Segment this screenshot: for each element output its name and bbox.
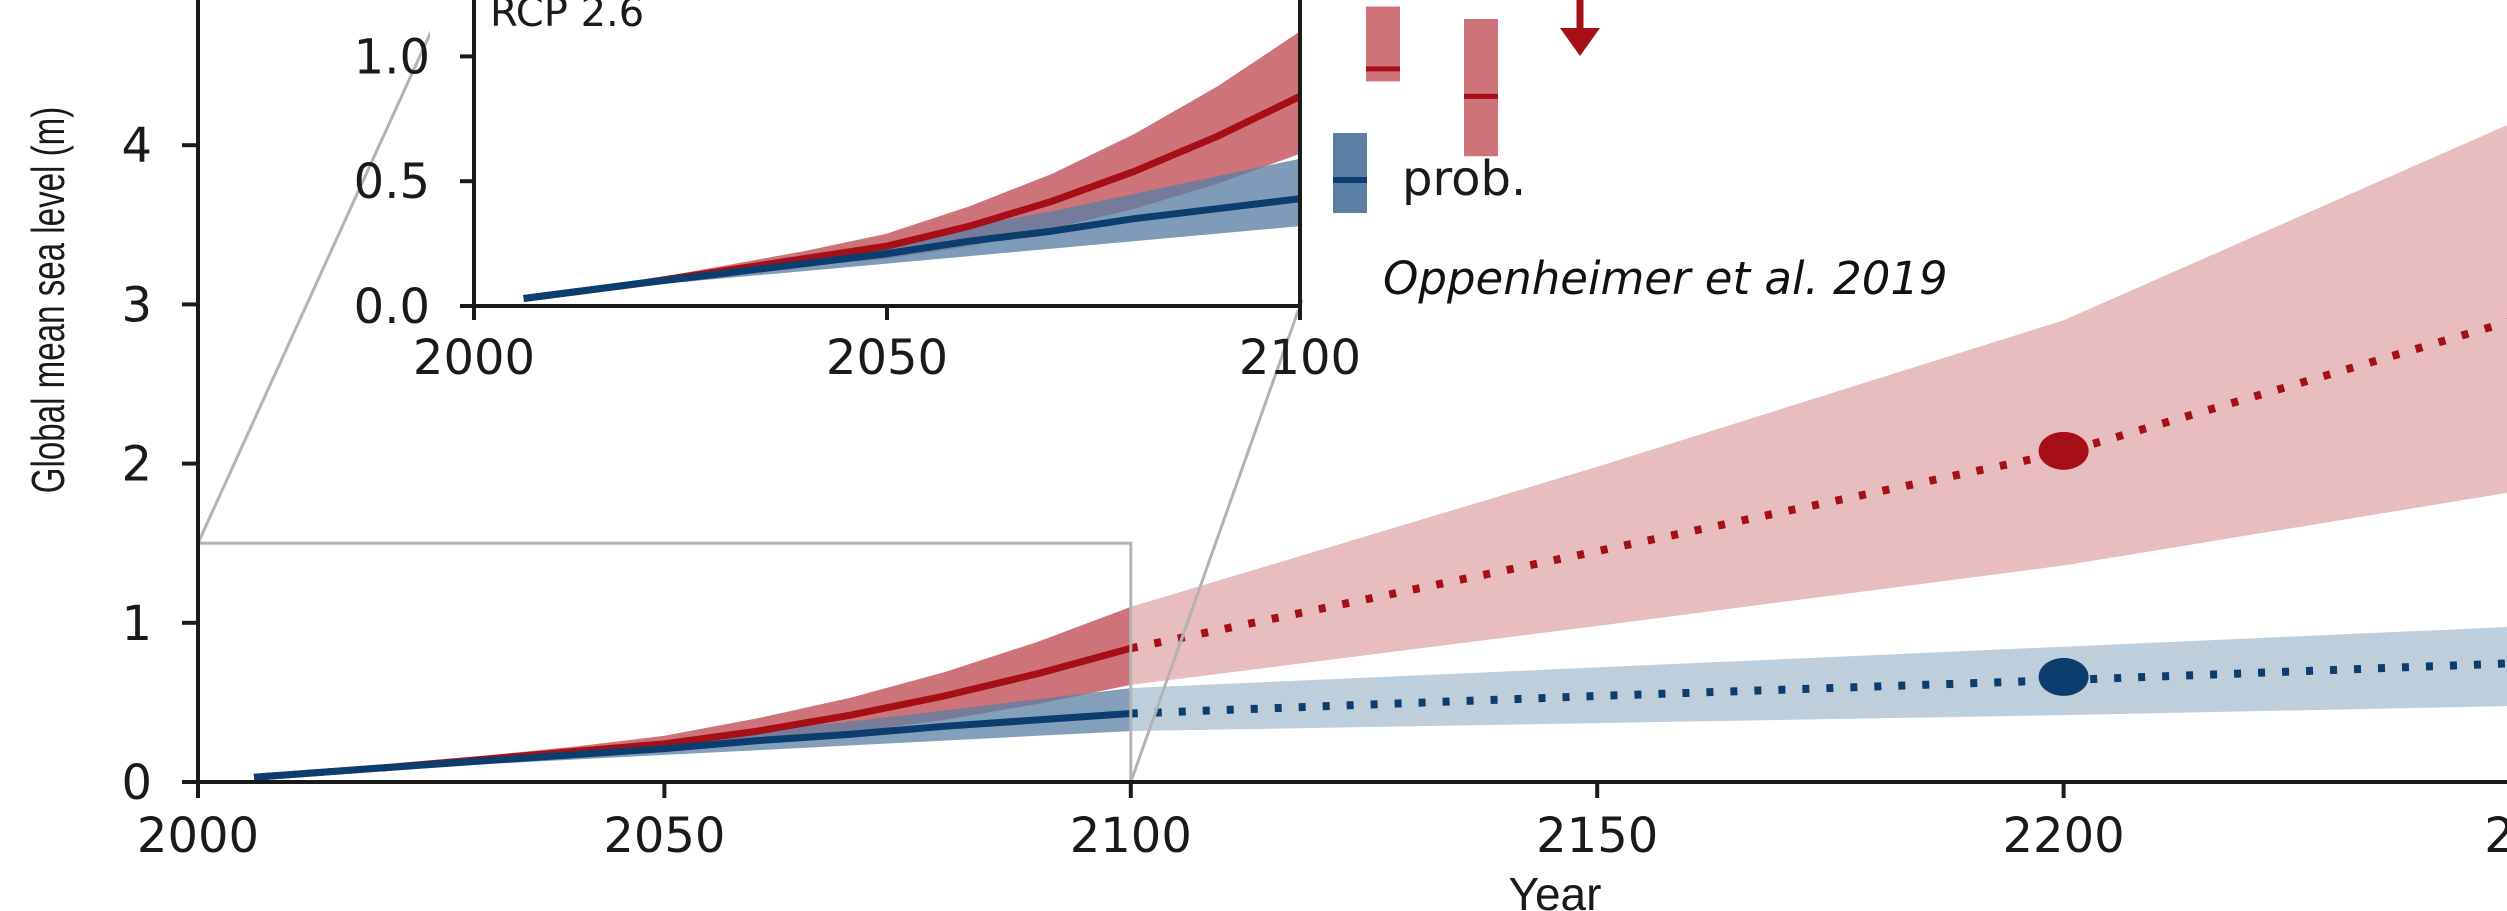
side-ranges bbox=[1366, 6, 1498, 157]
rcp26-median-line bbox=[253, 710, 1132, 781]
main-plot: 2000205021002150220022501234 Global mean… bbox=[24, 0, 2507, 911]
x-axis-title: Year bbox=[1509, 868, 1602, 911]
inset-lines bbox=[523, 93, 1302, 302]
rcp85-extension-band bbox=[1130, 125, 2507, 685]
inset-y-tick-label: 1.0 bbox=[354, 29, 430, 85]
inset-y-tick-label: 0.5 bbox=[354, 154, 430, 210]
inset-series-label: RCP 2.6 bbox=[490, 0, 644, 36]
rcp26-inset-band bbox=[523, 158, 1300, 299]
main-y-tick-label: 1 bbox=[121, 596, 152, 652]
rcp85-2200-marker bbox=[2038, 431, 2089, 470]
main-markers bbox=[2038, 431, 2089, 696]
main-x-tick-label: 2150 bbox=[1536, 808, 1658, 864]
zoom-guide-right bbox=[1129, 299, 1304, 783]
rcp26-extension-band bbox=[1130, 627, 2507, 732]
down-arrow-head bbox=[1560, 28, 1600, 56]
inset-axes: 2000 2050 2100 0.0 0.5 1.0 bbox=[354, 0, 1361, 386]
zoom-guide-left bbox=[196, 0, 448, 544]
inset-x-tick-label: 2100 bbox=[1239, 330, 1361, 386]
rcp26-inset-median-line bbox=[523, 195, 1301, 302]
citation: Oppenheimer et al. 2019 bbox=[1383, 252, 1948, 305]
down-arrow bbox=[1560, 0, 1600, 56]
legend-swatch bbox=[1333, 133, 1367, 213]
main-x-tick-label: 225 bbox=[2484, 808, 2507, 864]
inset-plot: 2000 2050 2100 0.0 0.5 1.0 RCP 2.6 prob. bbox=[354, 0, 1600, 386]
rcp26-projection-band bbox=[254, 688, 1131, 778]
y-axis-title: Global mean sea level (m) bbox=[24, 107, 74, 494]
legend-label: prob. bbox=[1402, 151, 1526, 207]
rcp26-extension-line bbox=[1130, 659, 2507, 718]
rcp85-side-range-bar bbox=[1464, 18, 1498, 157]
inset-x-tick-label: 2050 bbox=[826, 330, 948, 386]
main-y-tick-label: 2 bbox=[121, 437, 152, 493]
main-x-tick-label: 2100 bbox=[1070, 808, 1192, 864]
main-x-tick-label: 2000 bbox=[137, 808, 259, 864]
main-x-tick-label: 2050 bbox=[603, 808, 725, 864]
main-y-tick-label: 4 bbox=[121, 118, 152, 174]
main-axes: 2000205021002150220022501234 bbox=[121, 0, 2507, 864]
main-x-tick-label: 2200 bbox=[2003, 808, 2125, 864]
main-y-tick-label: 3 bbox=[121, 277, 152, 333]
main-lines bbox=[253, 318, 2507, 781]
inset-y-tick-label: 0.0 bbox=[354, 279, 430, 335]
inset-x-tick-label: 2000 bbox=[413, 330, 535, 386]
main-y-tick-label: 0 bbox=[121, 755, 152, 811]
rcp26-2200-marker bbox=[2038, 657, 2089, 696]
